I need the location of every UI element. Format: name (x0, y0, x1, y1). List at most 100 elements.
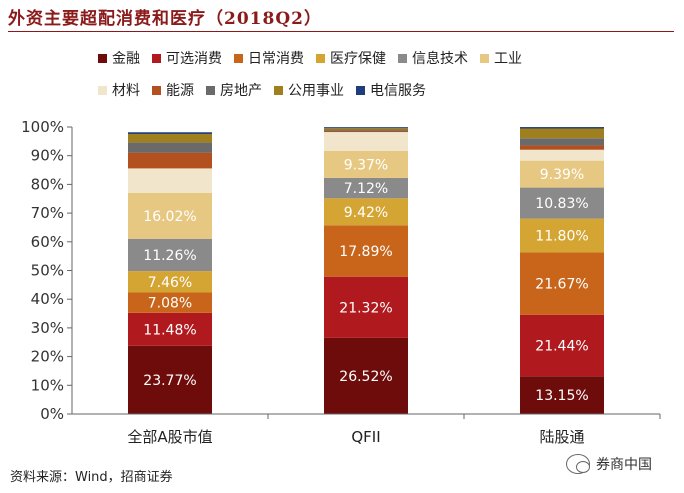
bar-segment (128, 133, 212, 143)
bar-segment (128, 152, 212, 169)
bar-segment (128, 238, 212, 272)
y-tick-label: 80% (31, 175, 64, 193)
y-tick-label: 50% (31, 262, 64, 280)
bar-segment (520, 314, 604, 377)
legend-item: 医疗保健 (316, 48, 386, 68)
legend-label: 公用事业 (288, 83, 344, 99)
y-tick-label: 20% (31, 348, 64, 366)
legend-item: 公用事业 (274, 80, 344, 100)
bar-segment (520, 160, 604, 188)
data-label: 7.12% (344, 181, 388, 197)
data-label: 21.32% (339, 300, 392, 316)
title-divider (8, 31, 674, 32)
bar-segment (324, 225, 408, 277)
chart-title: 外资主要超配消费和医疗（2018Q2） (8, 9, 322, 29)
bar-segment (324, 127, 408, 129)
legend-swatch (98, 85, 107, 95)
bar-segment (520, 376, 604, 414)
y-tick-label: 60% (31, 233, 64, 251)
legend-swatch (206, 85, 215, 95)
legend-item: 信息技术 (398, 48, 468, 68)
bar-segment (324, 337, 408, 414)
bar-segment (128, 168, 212, 193)
bar-segment (520, 138, 604, 146)
brand-watermark: 券商中国 (566, 454, 652, 474)
legend-swatch (98, 53, 107, 63)
category-label: 陆股通 (539, 428, 584, 446)
y-axis: 0% 10% 20% 30% 40% 50% 60% 70% 80% 90% 100% (21, 118, 73, 423)
bar-segment (520, 127, 604, 129)
legend-row-2: 材料 能源 房地产 公用事业 电信服务 (98, 80, 438, 100)
legend-swatch (152, 85, 161, 95)
bar-segment (520, 128, 604, 139)
legend-item: 材料 (98, 80, 140, 100)
data-label: 9.42% (344, 205, 388, 221)
data-label: 11.80% (535, 229, 588, 245)
legend-item: 电信服务 (356, 80, 426, 100)
bar-segment (128, 345, 212, 414)
data-label: 21.44% (535, 338, 588, 354)
legend-item: 能源 (152, 80, 194, 100)
y-tick-label: 70% (31, 204, 64, 222)
bar-segment (128, 292, 212, 313)
bar-segment (520, 149, 604, 161)
legend-label: 医疗保健 (330, 51, 386, 67)
bar-segment (520, 218, 604, 253)
data-label: 26.52% (339, 369, 392, 385)
y-tick-label: 90% (31, 147, 64, 165)
wechat-icon (566, 454, 590, 474)
legend-swatch (398, 53, 407, 63)
bar-segment (128, 192, 212, 239)
legend-label: 材料 (112, 83, 140, 99)
bar-segment (324, 129, 408, 131)
data-label: 9.39% (540, 167, 584, 183)
bar-segment (520, 187, 604, 219)
legend-row-1: 金融 可选消费 日常消费 医疗保健 信息技术 工业 (98, 48, 534, 68)
y-tick-label: 100% (21, 118, 64, 136)
legend-label: 日常消费 (248, 51, 304, 67)
data-label: 16.02% (143, 209, 196, 225)
bar-segment (324, 177, 408, 199)
brand-label: 券商中国 (596, 457, 652, 473)
legend-swatch (234, 53, 243, 63)
bar-segment (324, 130, 408, 133)
legend-label: 电信服务 (370, 83, 426, 99)
legend-item: 金融 (98, 48, 140, 68)
data-label: 7.08% (148, 296, 192, 312)
bar-segment (128, 271, 212, 293)
y-tick-label: 10% (31, 376, 64, 394)
bar-segment (520, 145, 604, 150)
legend-swatch (480, 53, 489, 63)
data-label: 21.67% (535, 277, 588, 293)
legend-label: 工业 (494, 51, 522, 67)
bar-segment (324, 276, 408, 338)
legend-label: 金融 (112, 51, 140, 67)
legend-swatch (152, 53, 161, 63)
legend-label: 可选消费 (166, 51, 222, 67)
legend-label: 能源 (166, 83, 194, 99)
bar-segment (324, 198, 408, 226)
bar-segment (128, 312, 212, 346)
bar-segment (520, 252, 604, 315)
data-label: 23.77% (143, 373, 196, 389)
data-label: 17.89% (339, 244, 392, 260)
legend-item: 工业 (480, 48, 522, 68)
bar-segment (324, 132, 408, 151)
data-label: 13.15% (535, 388, 588, 404)
legend-swatch (274, 85, 283, 95)
legend-item: 房地产 (206, 80, 262, 100)
x-axis: 全部A股市值 QFII 陆股通 (72, 413, 661, 446)
bar-segment (128, 142, 212, 153)
legend-item: 可选消费 (152, 48, 222, 68)
y-tick-label: 30% (31, 319, 64, 337)
bar-segment (324, 128, 408, 130)
bar-segment (324, 150, 408, 178)
data-label: 11.26% (143, 248, 196, 264)
category-label: QFII (351, 428, 380, 446)
bars-layer: 23.77% 11.48% 7.08% 7.46% 11.26% 16.02% 26.52%… (128, 127, 604, 414)
y-tick-label: 0% (40, 405, 64, 423)
data-label: 10.83% (535, 196, 588, 212)
legend-swatch (356, 85, 365, 95)
legend-swatch (316, 53, 325, 63)
